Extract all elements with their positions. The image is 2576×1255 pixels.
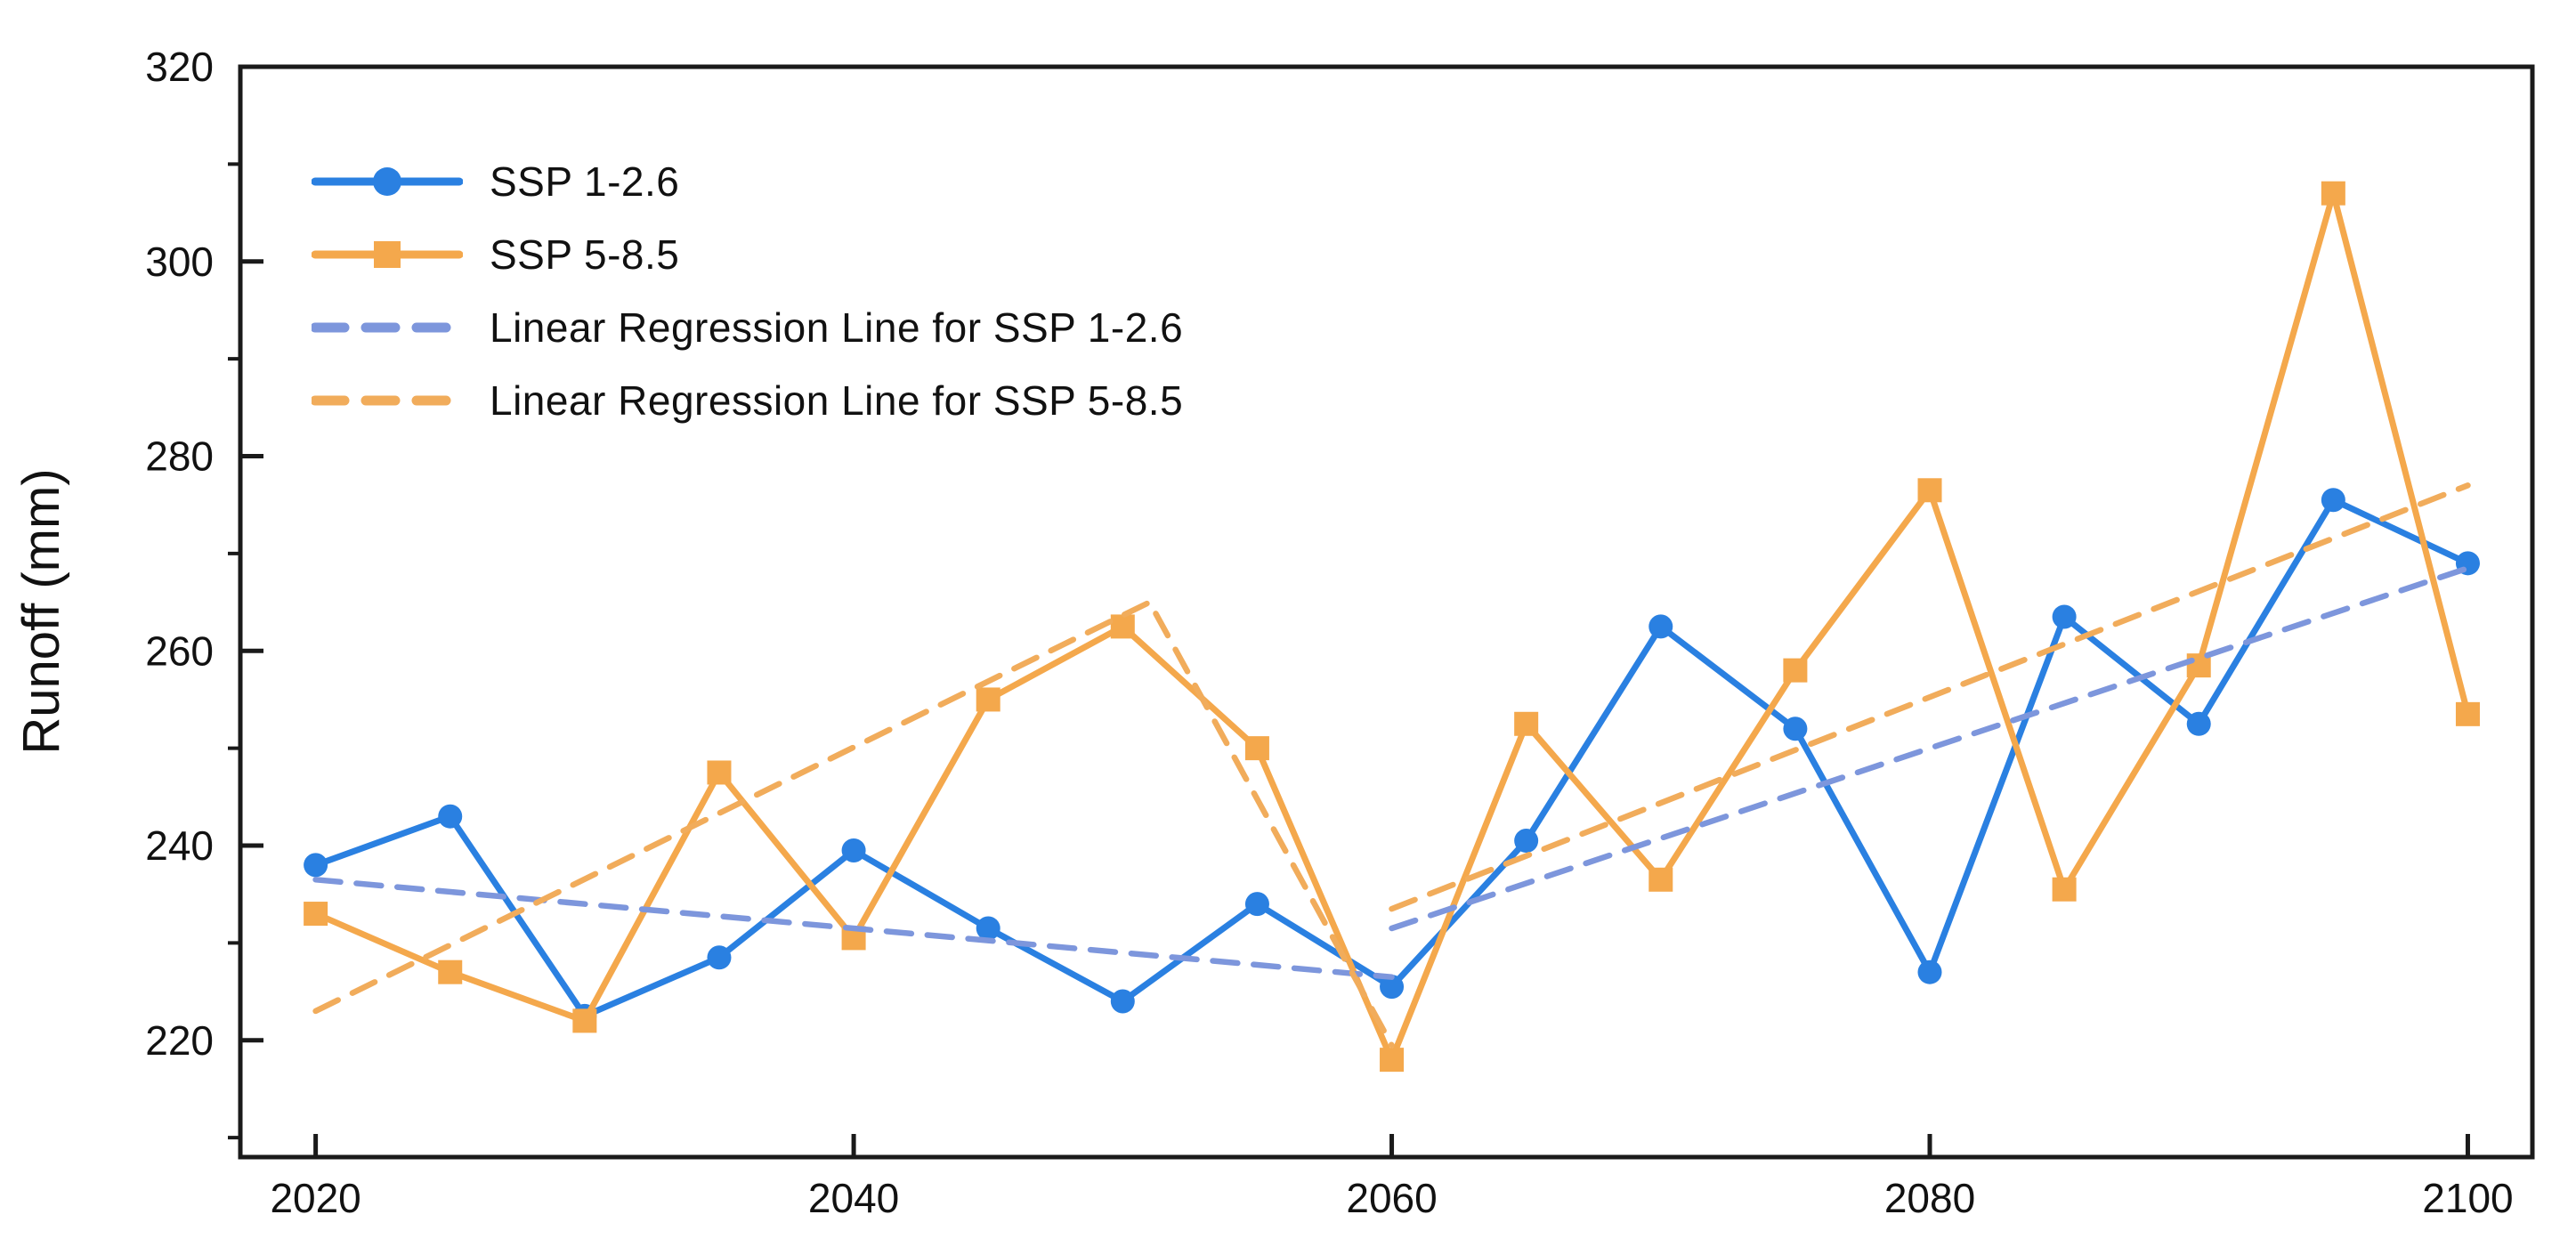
y-tick-label: 240 <box>145 822 214 869</box>
marker-circle-ssp-1-2-6 <box>2186 711 2211 736</box>
marker-square-ssp-5-8-5 <box>1648 867 1673 892</box>
y-tick-label: 300 <box>145 239 214 285</box>
marker-square-ssp-5-8-5 <box>976 687 1000 712</box>
x-tick-label: 2100 <box>2422 1175 2513 1221</box>
regression-line-linreg-ssp-5-8-5 <box>1389 482 2471 912</box>
regression-line-linreg-ssp-1-2-6 <box>312 877 1395 980</box>
x-tick-label: 2040 <box>808 1175 899 1221</box>
marker-circle-ssp-1-2-6 <box>2321 488 2345 513</box>
tick-labels: 220 240 260 280 300 320 2020 2040 2060 2080 2100 <box>145 44 2513 1221</box>
marker-circle-ssp-1-2-6 <box>438 804 463 829</box>
y-tick-label: 260 <box>145 628 214 674</box>
x-tick-label: 2020 <box>270 1175 360 1221</box>
marker-circle-ssp-1-2-6 <box>1917 959 1942 984</box>
series <box>304 181 2480 1073</box>
marker-circle-ssp-1-2-6 <box>1648 614 1673 639</box>
legend-line-icon-ssp-1-2-6 <box>312 167 463 196</box>
legend-dashed-line-icon-linreg-ssp-5-8-5 <box>312 395 463 406</box>
y-tick-label: 280 <box>145 433 214 480</box>
axes <box>228 64 2535 1160</box>
marker-square-ssp-5-8-5 <box>572 1008 597 1033</box>
legend-label-ssp-1-2-6: SSP 1-2.6 <box>490 158 680 205</box>
marker-square-ssp-5-8-5 <box>2455 701 2480 726</box>
marker-square-ssp-5-8-5 <box>304 902 328 927</box>
legend-item-ssp-5-8-5: SSP 5-8.5 <box>312 218 1183 291</box>
legend-line-icon-ssp-5-8-5 <box>312 241 463 268</box>
marker-circle-ssp-1-2-6 <box>2052 604 2077 629</box>
series-ssp-1-2-6 <box>304 488 2480 1028</box>
y-axis-title: Runoff (mm) <box>12 468 70 754</box>
regression-line-linreg-ssp-1-2-6 <box>1389 565 2471 932</box>
marker-circle-ssp-1-2-6 <box>1110 989 1135 1014</box>
y-tick-label: 320 <box>145 44 214 90</box>
series-ssp-5-8-5 <box>304 181 2480 1073</box>
legend-label-linreg-ssp-5-8-5: Linear Regression Line for SSP 5-8.5 <box>490 377 1184 424</box>
chart-legend: SSP 1-2.6 SSP 5-8.5 Linear Regression Line… <box>312 145 1183 437</box>
plot-border <box>238 64 2535 1160</box>
legend-item-ssp-1-2-6: SSP 1-2.6 <box>312 145 1183 218</box>
marker-square-ssp-5-8-5 <box>1917 478 1942 503</box>
legend-label-linreg-ssp-1-2-6: Linear Regression Line for SSP 1-2.6 <box>490 304 1184 351</box>
marker-square-ssp-5-8-5 <box>1783 658 1808 683</box>
marker-square-ssp-5-8-5 <box>2321 181 2345 206</box>
legend-item-linreg-ssp-5-8-5: Linear Regression Line for SSP 5-8.5 <box>312 364 1183 437</box>
marker-square-ssp-5-8-5 <box>707 760 732 785</box>
legend-item-linreg-ssp-1-2-6: Linear Regression Line for SSP 1-2.6 <box>312 291 1183 364</box>
x-tick-label: 2080 <box>1884 1175 1975 1221</box>
marker-circle-ssp-1-2-6 <box>304 853 328 878</box>
legend-dashed-line-icon-linreg-ssp-1-2-6 <box>312 322 463 333</box>
series-linreg-ssp-5-8-5 <box>312 482 2471 1049</box>
marker-square-ssp-5-8-5 <box>1110 614 1135 639</box>
series-linreg-ssp-1-2-6 <box>312 565 2471 980</box>
marker-circle-ssp-1-2-6 <box>1514 829 1539 854</box>
marker-square-ssp-5-8-5 <box>2052 877 2077 902</box>
marker-circle-ssp-1-2-6 <box>707 945 732 970</box>
marker-square-ssp-5-8-5 <box>1514 711 1539 736</box>
y-tick-label: 220 <box>145 1017 214 1064</box>
marker-circle-ssp-1-2-6 <box>976 916 1000 941</box>
x-tick-label: 2060 <box>1346 1175 1437 1221</box>
marker-circle-ssp-1-2-6 <box>841 838 866 862</box>
marker-square-ssp-5-8-5 <box>1380 1048 1405 1073</box>
marker-circle-ssp-1-2-6 <box>1244 892 1269 917</box>
marker-square-ssp-5-8-5 <box>438 959 463 984</box>
marker-circle-ssp-1-2-6 <box>1783 717 1808 741</box>
legend-circle-marker <box>373 167 401 196</box>
marker-circle-ssp-1-2-6 <box>1380 975 1405 1000</box>
legend-label-ssp-5-8-5: SSP 5-8.5 <box>490 231 680 278</box>
regression-line-linreg-ssp-5-8-5 <box>312 599 1395 1049</box>
marker-square-ssp-5-8-5 <box>1244 736 1269 761</box>
legend-square-marker <box>374 241 401 268</box>
